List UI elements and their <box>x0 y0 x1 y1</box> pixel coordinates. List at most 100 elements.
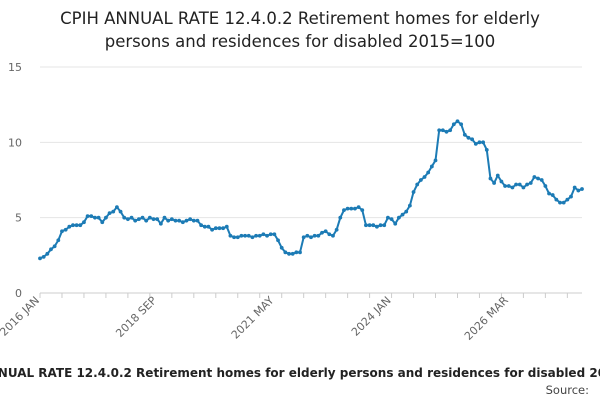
data-point <box>78 223 83 228</box>
data-point <box>151 217 156 222</box>
data-point <box>294 250 299 255</box>
data-point <box>217 226 222 231</box>
data-point <box>393 221 398 226</box>
data-point <box>477 140 482 145</box>
data-point <box>367 223 372 228</box>
data-point <box>532 175 537 179</box>
data-point <box>162 215 167 220</box>
source-label: Source: <box>546 383 589 397</box>
data-point <box>158 221 163 226</box>
data-point <box>67 224 72 229</box>
data-point <box>250 235 255 240</box>
data-point <box>440 128 445 133</box>
data-point <box>569 194 573 199</box>
data-point <box>155 217 160 222</box>
data-point <box>140 215 145 220</box>
data-point <box>364 223 368 228</box>
chart-title-line-1: CPIH ANNUAL RATE 12.4.0.2 Retirement hom… <box>60 9 540 28</box>
data-point <box>455 119 460 124</box>
data-point <box>199 223 204 228</box>
data-point <box>433 158 438 163</box>
data-point <box>360 208 365 213</box>
data-point <box>309 235 313 240</box>
data-point <box>396 215 401 220</box>
data-point <box>375 224 379 229</box>
data-point <box>169 217 174 222</box>
data-point <box>93 215 97 220</box>
data-point <box>536 176 540 181</box>
data-point <box>243 233 247 238</box>
data-point <box>283 250 288 255</box>
data-point <box>473 141 478 146</box>
data-point <box>49 247 53 252</box>
data-point <box>466 135 471 140</box>
data-point <box>539 178 544 182</box>
data-point <box>528 181 533 185</box>
data-point <box>115 205 119 210</box>
data-point <box>338 215 343 220</box>
data-point <box>144 218 149 223</box>
data-point <box>122 215 127 220</box>
data-point <box>492 181 497 185</box>
data-point <box>202 224 207 229</box>
data-point <box>221 226 226 231</box>
data-point <box>565 197 570 202</box>
data-point <box>290 251 295 256</box>
data-point <box>506 184 511 188</box>
data-point <box>451 122 456 127</box>
data-point <box>407 203 412 208</box>
data-point <box>499 179 504 184</box>
data-point <box>305 233 310 238</box>
data-point <box>60 229 64 234</box>
data-point <box>547 191 551 196</box>
data-point <box>38 256 42 261</box>
data-point <box>246 233 251 238</box>
data-point <box>378 223 383 228</box>
data-point <box>353 206 357 211</box>
series-cpih-annual-rate <box>38 119 584 261</box>
data-point <box>386 215 390 220</box>
data-point <box>521 185 526 190</box>
data-point <box>147 215 152 220</box>
data-point <box>56 238 61 243</box>
data-point <box>224 224 229 229</box>
data-point <box>554 197 559 202</box>
data-point <box>89 214 94 219</box>
data-point <box>418 178 423 182</box>
data-point <box>320 230 324 235</box>
data-point <box>41 254 46 259</box>
data-point <box>104 215 108 220</box>
data-point <box>232 235 236 240</box>
x-tick-label: 2026 MAR <box>462 294 511 343</box>
data-point <box>550 193 555 197</box>
data-point <box>71 223 75 228</box>
data-point <box>180 220 185 225</box>
data-point <box>437 128 442 133</box>
data-point <box>349 206 354 211</box>
data-point <box>272 232 277 237</box>
x-tick-label: 2024 JAN <box>349 294 394 339</box>
data-point <box>356 205 361 210</box>
data-point <box>415 182 420 187</box>
data-point <box>133 218 138 223</box>
data-point <box>448 128 453 133</box>
data-point <box>462 132 467 137</box>
data-point <box>184 218 189 223</box>
data-point <box>298 250 302 255</box>
data-point <box>85 214 90 219</box>
data-point <box>470 137 475 142</box>
data-point <box>345 206 350 211</box>
data-point <box>287 251 291 256</box>
data-point <box>276 238 280 243</box>
x-axis: 2016 JAN 2018 SEP 2021 MAY 2024 JAN 2026 MAR <box>0 293 568 343</box>
data-point <box>191 218 196 223</box>
data-point <box>257 233 262 238</box>
data-point <box>177 218 182 223</box>
data-point <box>514 182 518 187</box>
data-point <box>63 227 68 232</box>
y-tick-label: 15 <box>8 61 22 74</box>
data-point <box>580 187 584 191</box>
y-tick-label: 0 <box>15 287 22 300</box>
x-tick-label: 2021 MAY <box>229 294 277 342</box>
data-point <box>510 185 515 190</box>
